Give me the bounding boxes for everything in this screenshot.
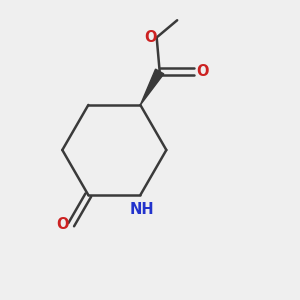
Text: NH: NH — [130, 202, 154, 217]
Text: O: O — [144, 30, 156, 45]
Text: O: O — [196, 64, 208, 79]
Text: O: O — [57, 217, 69, 232]
Polygon shape — [140, 69, 164, 105]
